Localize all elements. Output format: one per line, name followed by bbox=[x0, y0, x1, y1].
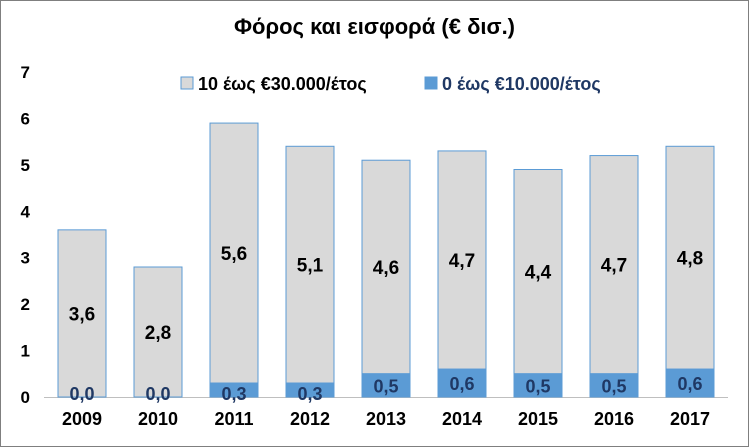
data-label-10-30k: 4,4 bbox=[525, 263, 552, 284]
x-tick-label: 2016 bbox=[594, 409, 634, 429]
legend-swatch-0-10k bbox=[424, 76, 438, 90]
data-label-10-30k: 4,7 bbox=[601, 256, 627, 277]
data-label-10-30k: 5,1 bbox=[297, 256, 324, 277]
legend-label-0-10k: 0 έως €10.000/έτος bbox=[442, 74, 601, 94]
data-label-10-30k: 4,7 bbox=[449, 251, 475, 272]
x-tick-label: 2012 bbox=[290, 409, 330, 429]
legend-label-10-30k: 10 έως €30.000/έτος bbox=[198, 74, 367, 94]
x-tick-label: 2010 bbox=[138, 409, 178, 429]
bar-segment-10-30k bbox=[133, 266, 183, 398]
bar-segment-10-30k bbox=[285, 145, 335, 384]
data-label-10-30k: 2,8 bbox=[145, 323, 171, 344]
bar-segment-0-10k bbox=[285, 382, 335, 398]
data-label-0-10k: 0,0 bbox=[145, 384, 170, 404]
bar-segment-10-30k bbox=[665, 145, 715, 370]
bar-segment-10-30k bbox=[361, 159, 411, 375]
x-tick-label: 2011 bbox=[214, 409, 253, 429]
data-label-0-10k: 0,0 bbox=[69, 384, 94, 404]
data-label-10-30k: 4,8 bbox=[677, 249, 703, 270]
bar-segment-0-10k bbox=[209, 382, 259, 398]
bar-segment-10-30k bbox=[513, 169, 563, 375]
y-tick-label: 5 bbox=[21, 156, 30, 175]
data-label-0-10k: 0,6 bbox=[449, 374, 474, 394]
bar-segment-0-10k bbox=[361, 373, 411, 398]
chart-title: Φόρος και εισφορά (€ δισ.) bbox=[233, 14, 516, 39]
data-label-10-30k: 5,6 bbox=[221, 244, 247, 265]
legend-swatch-10-30k bbox=[180, 76, 194, 90]
y-tick-label: 4 bbox=[21, 202, 31, 221]
data-label-0-10k: 0,6 bbox=[677, 374, 702, 394]
x-tick-label: 2009 bbox=[62, 409, 102, 429]
x-tick-label: 2013 bbox=[366, 409, 406, 429]
data-label-0-10k: 0,3 bbox=[297, 384, 322, 404]
bar-segment-10-30k bbox=[437, 150, 487, 370]
bar-segment-0-10k bbox=[437, 368, 487, 398]
bar-segment-0-10k bbox=[589, 373, 639, 398]
x-tick-label: 2015 bbox=[518, 409, 558, 429]
bar-segment-0-10k bbox=[513, 373, 563, 398]
data-label-10-30k: 3,6 bbox=[69, 304, 95, 325]
data-label-10-30k: 4,6 bbox=[373, 258, 399, 279]
data-label-0-10k: 0,5 bbox=[373, 376, 398, 396]
data-label-0-10k: 0,5 bbox=[601, 376, 626, 396]
y-tick-label: 7 bbox=[21, 63, 30, 82]
y-tick-label: 2 bbox=[21, 295, 30, 314]
data-label-0-10k: 0,3 bbox=[221, 384, 246, 404]
y-tick-label: 0 bbox=[21, 388, 30, 407]
x-tick-label: 2017 bbox=[670, 409, 710, 429]
bar-segment-10-30k bbox=[57, 229, 107, 398]
x-tick-label: 2014 bbox=[442, 409, 482, 429]
bar-segment-10-30k bbox=[209, 122, 259, 384]
data-label-0-10k: 0,5 bbox=[525, 376, 550, 396]
y-tick-label: 1 bbox=[21, 342, 30, 361]
y-tick-label: 6 bbox=[21, 109, 30, 128]
bar-segment-10-30k bbox=[589, 155, 639, 375]
bar-segment-0-10k bbox=[665, 368, 715, 398]
y-tick-label: 3 bbox=[21, 249, 30, 268]
